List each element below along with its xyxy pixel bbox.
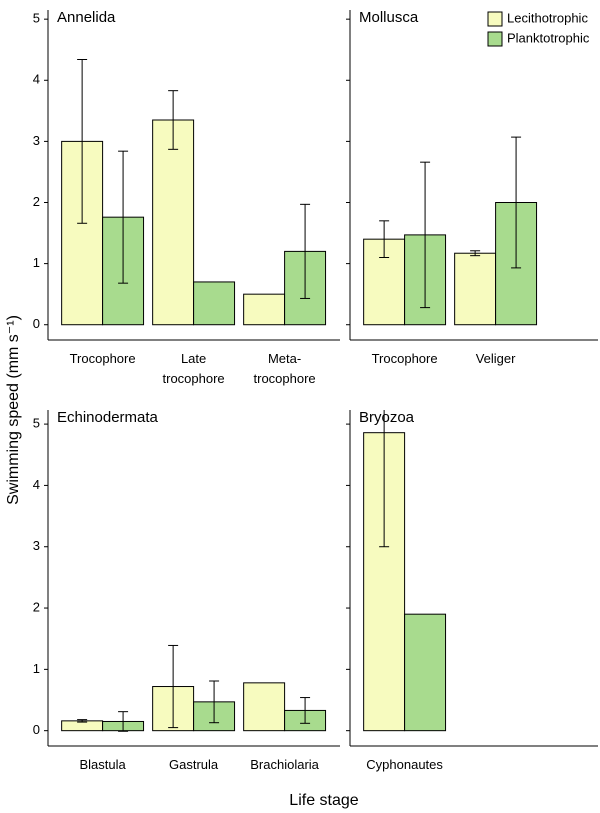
y-tick-label: 2 <box>33 599 40 614</box>
plot-area <box>363 410 447 732</box>
plot-area <box>61 644 327 732</box>
error-bar <box>420 161 431 309</box>
plot-area <box>61 59 327 326</box>
error-bar <box>118 150 129 284</box>
bar <box>243 682 286 732</box>
bar <box>152 119 195 326</box>
y-tick-label: 0 <box>33 722 40 737</box>
y-tick-label: 4 <box>33 477 40 492</box>
legend-swatch <box>487 11 503 27</box>
error-bar <box>470 250 481 257</box>
error-bar <box>300 697 311 724</box>
x-tick-label: Trocophore <box>70 351 136 366</box>
y-tick-label: 3 <box>33 133 40 148</box>
error-bar <box>168 90 179 150</box>
y-tick-label: 1 <box>33 255 40 270</box>
y-axis-title: Swimming speed (mm s⁻¹) <box>5 315 22 505</box>
y-tick-label: 3 <box>33 538 40 553</box>
bar <box>243 293 286 326</box>
y-tick-label: 0 <box>33 316 40 331</box>
panel-title: Mollusca <box>359 9 419 26</box>
bar <box>404 613 447 732</box>
error-bar <box>300 203 311 299</box>
panel-title: Annelida <box>57 9 116 26</box>
plot-area <box>363 136 538 326</box>
x-axis-title: Life stage <box>289 792 358 809</box>
x-tick-label: Veliger <box>476 351 516 366</box>
x-tick-label: Gastrula <box>169 757 219 772</box>
legend-swatch <box>487 31 503 47</box>
panel-title: Echinodermata <box>57 409 159 426</box>
x-tick-label: Meta-trocophore <box>254 351 316 386</box>
error-bar <box>379 410 390 548</box>
error-bar <box>209 680 220 724</box>
error-bar <box>379 220 390 258</box>
bar <box>454 252 497 326</box>
y-tick-label: 5 <box>33 11 40 26</box>
x-tick-label: Late trocophore <box>163 351 225 386</box>
y-tick-label: 1 <box>33 661 40 676</box>
y-tick-label: 5 <box>33 416 40 431</box>
x-tick-label: Blastula <box>79 757 126 772</box>
error-bar <box>168 644 179 729</box>
bar <box>193 281 236 326</box>
error-bar <box>77 59 88 224</box>
error-bar <box>118 711 129 732</box>
x-tick-label: Cyphonautes <box>366 757 443 772</box>
legend-label: Planktotrophic <box>507 30 590 45</box>
y-tick-label: 4 <box>33 72 40 87</box>
legend-label: Lecithotrophic <box>507 10 588 25</box>
y-tick-label: 2 <box>33 194 40 209</box>
x-tick-label: Trocophore <box>372 351 438 366</box>
x-tick-label: Brachiolaria <box>250 757 319 772</box>
error-bar <box>77 719 88 723</box>
error-bar <box>511 136 522 269</box>
panel-title: Bryozoa <box>359 409 415 426</box>
